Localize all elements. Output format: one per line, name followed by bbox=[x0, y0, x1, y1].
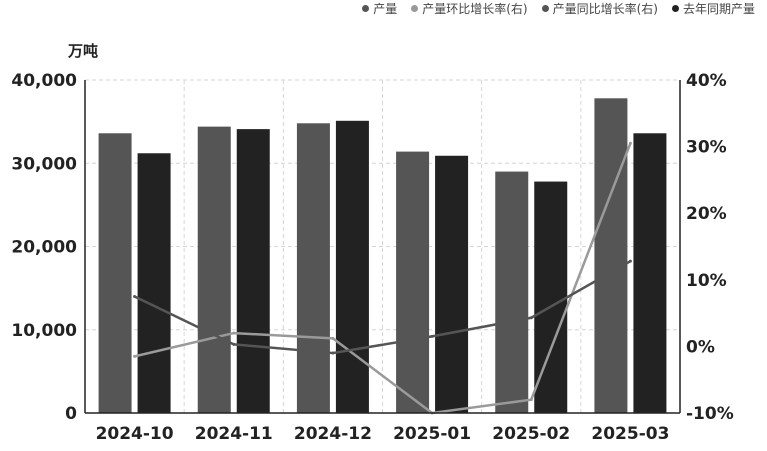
gridlines bbox=[85, 79, 680, 413]
legend-item-mom-growth[interactable]: 产量环比增长率(右) bbox=[411, 0, 528, 17]
legend-dot-icon bbox=[362, 5, 370, 12]
line-point-2025-03 bbox=[628, 141, 632, 145]
y-tick-label: 40,000 bbox=[11, 71, 77, 91]
x-tick-label: 2024-11 bbox=[195, 424, 273, 444]
bar-2025-03-s0 bbox=[594, 98, 628, 413]
legend-item-last-year-output[interactable]: 去年同期产量 bbox=[671, 0, 755, 17]
line-point-2024-11 bbox=[232, 342, 236, 346]
line-point-2024-10 bbox=[133, 294, 137, 298]
legend-dot-icon bbox=[671, 5, 679, 12]
legend-label: 产量 bbox=[373, 2, 398, 16]
bar-2024-10-s0 bbox=[98, 133, 132, 413]
bar-2024-11-s1 bbox=[236, 129, 270, 413]
y-tick-label: 0 bbox=[65, 404, 77, 424]
bar-2025-02-s0 bbox=[495, 171, 529, 413]
legend-dot-icon bbox=[411, 5, 419, 12]
line-point-2024-12 bbox=[331, 351, 335, 355]
y-tick-label: 30,000 bbox=[11, 154, 77, 174]
legend: 产量 产量环比增长率(右) 产量同比增长率(右) 去年同期产量 bbox=[362, 0, 755, 17]
x-tick-label: 2025-01 bbox=[393, 424, 471, 444]
legend-label: 产量同比增长率(右) bbox=[552, 2, 658, 16]
bar-2024-12-s1 bbox=[335, 120, 369, 413]
line-point-2025-02 bbox=[529, 316, 533, 320]
y2-tick-label: 0% bbox=[686, 337, 715, 357]
x-tick-label: 2024-12 bbox=[294, 424, 372, 444]
y-tick-label: 20,000 bbox=[11, 238, 77, 258]
tick-labels: 0 10,000 20,000 30,000 40,000 -10% 0% 10% 20% 30%… bbox=[11, 71, 733, 444]
legend-label: 产量环比增长率(右) bbox=[422, 2, 528, 16]
y2-tick-label: 40% bbox=[686, 71, 727, 91]
bar-2024-10-s1 bbox=[137, 153, 171, 413]
bar-2024-12-s0 bbox=[296, 123, 330, 413]
line-point-2024-12 bbox=[331, 336, 335, 340]
legend-dot-icon bbox=[541, 5, 549, 12]
legend-label: 去年同期产量 bbox=[682, 2, 755, 16]
y2-tick-label: -10% bbox=[686, 404, 734, 424]
series-line-1 bbox=[134, 260, 632, 355]
line-point-2025-01 bbox=[430, 334, 434, 338]
bars bbox=[98, 98, 667, 414]
y-tick-label: 10,000 bbox=[11, 321, 77, 341]
y-axis-unit-label: 万吨 bbox=[68, 42, 99, 60]
line-point-2024-11 bbox=[232, 331, 236, 335]
x-tick-label: 2025-03 bbox=[591, 424, 669, 444]
line-point-2025-03 bbox=[628, 259, 632, 263]
line-point-2025-02 bbox=[529, 398, 533, 402]
bar-2024-11-s0 bbox=[197, 126, 231, 414]
bar-2025-01-s1 bbox=[435, 155, 469, 413]
x-tick-label: 2024-10 bbox=[96, 424, 174, 444]
legend-item-yoy-growth[interactable]: 产量同比增长率(右) bbox=[541, 0, 658, 17]
y2-tick-label: 10% bbox=[686, 271, 727, 291]
x-tick-label: 2025-02 bbox=[492, 424, 570, 444]
y2-tick-label: 30% bbox=[686, 138, 727, 158]
bar-2025-01-s0 bbox=[396, 151, 430, 413]
bar-2025-03-s1 bbox=[633, 133, 667, 413]
lines bbox=[133, 141, 632, 415]
line-point-2024-10 bbox=[133, 354, 137, 358]
legend-item-output[interactable]: 产量 bbox=[362, 0, 397, 17]
y2-tick-label: 20% bbox=[686, 204, 727, 224]
